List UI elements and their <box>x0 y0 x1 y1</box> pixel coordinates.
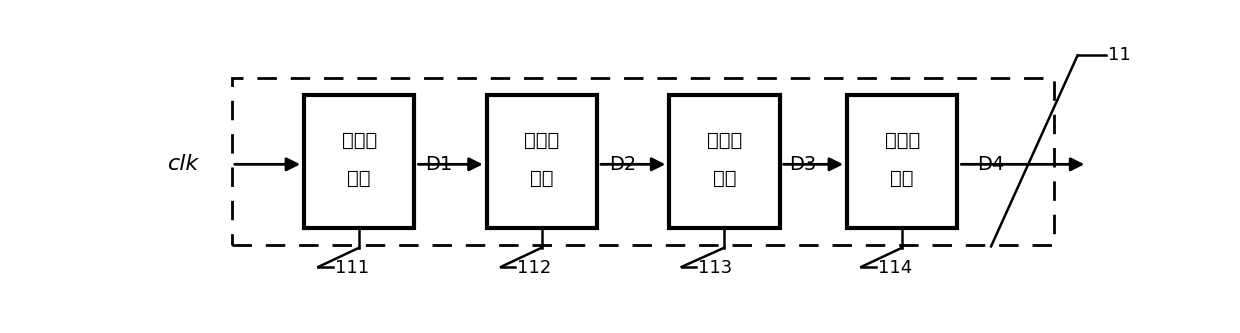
Text: D1: D1 <box>425 155 453 174</box>
Bar <box>670 95 780 228</box>
Text: 延时: 延时 <box>529 169 553 188</box>
Text: 114: 114 <box>878 259 911 277</box>
Text: 延时: 延时 <box>347 169 371 188</box>
Text: 113: 113 <box>698 259 732 277</box>
Text: 第二级: 第二级 <box>525 131 559 150</box>
Text: 延时: 延时 <box>713 169 737 188</box>
Bar <box>304 95 414 228</box>
Bar <box>486 95 596 228</box>
Text: D4: D4 <box>977 155 1004 174</box>
Text: 112: 112 <box>517 259 552 277</box>
Text: clk: clk <box>169 154 200 174</box>
Bar <box>847 95 957 228</box>
Text: 延时: 延时 <box>890 169 914 188</box>
Text: 11: 11 <box>1109 46 1131 64</box>
Text: 111: 111 <box>335 259 368 277</box>
Text: D3: D3 <box>789 155 816 174</box>
Bar <box>232 78 1054 245</box>
Text: D2: D2 <box>609 155 636 174</box>
Text: 第四级: 第四级 <box>884 131 920 150</box>
Text: 第三级: 第三级 <box>707 131 742 150</box>
Text: 第一级: 第一级 <box>341 131 377 150</box>
